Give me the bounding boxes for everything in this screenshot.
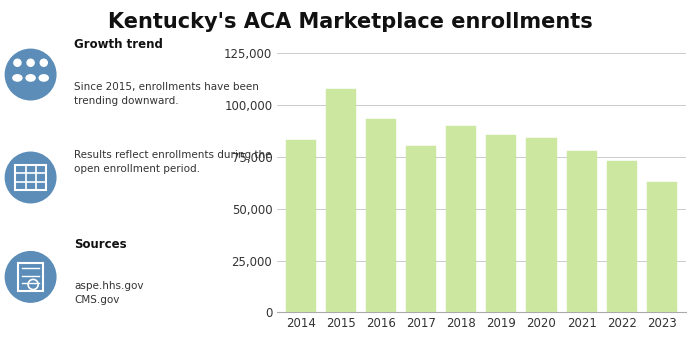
Text: Since 2015, enrollments have been
trending downward.: Since 2015, enrollments have been trendi… (74, 82, 260, 106)
Ellipse shape (40, 59, 48, 66)
Text: Growth trend: Growth trend (74, 38, 163, 51)
Bar (406, 146, 436, 312)
Ellipse shape (6, 252, 56, 302)
Text: health
insurance: health insurance (15, 317, 58, 337)
Bar (566, 151, 596, 312)
Ellipse shape (13, 75, 22, 81)
Text: Kentucky's ACA Marketplace enrollments: Kentucky's ACA Marketplace enrollments (108, 12, 592, 32)
Ellipse shape (6, 49, 56, 100)
Bar (486, 135, 517, 312)
Bar (446, 126, 476, 312)
Text: aspe.hhs.gov
CMS.gov: aspe.hhs.gov CMS.gov (74, 281, 144, 305)
Bar (607, 161, 637, 312)
Bar (526, 138, 556, 312)
Ellipse shape (6, 152, 56, 203)
Ellipse shape (14, 59, 21, 66)
Ellipse shape (26, 75, 35, 81)
Bar (326, 89, 356, 312)
Bar (366, 119, 396, 312)
Bar (286, 140, 316, 312)
Text: Results reflect enrollments during the
open enrollment period.: Results reflect enrollments during the o… (74, 149, 272, 174)
Ellipse shape (27, 59, 34, 66)
Text: .org™: .org™ (21, 337, 52, 347)
Ellipse shape (39, 75, 48, 81)
Text: Sources: Sources (74, 239, 127, 251)
Bar (647, 182, 677, 312)
